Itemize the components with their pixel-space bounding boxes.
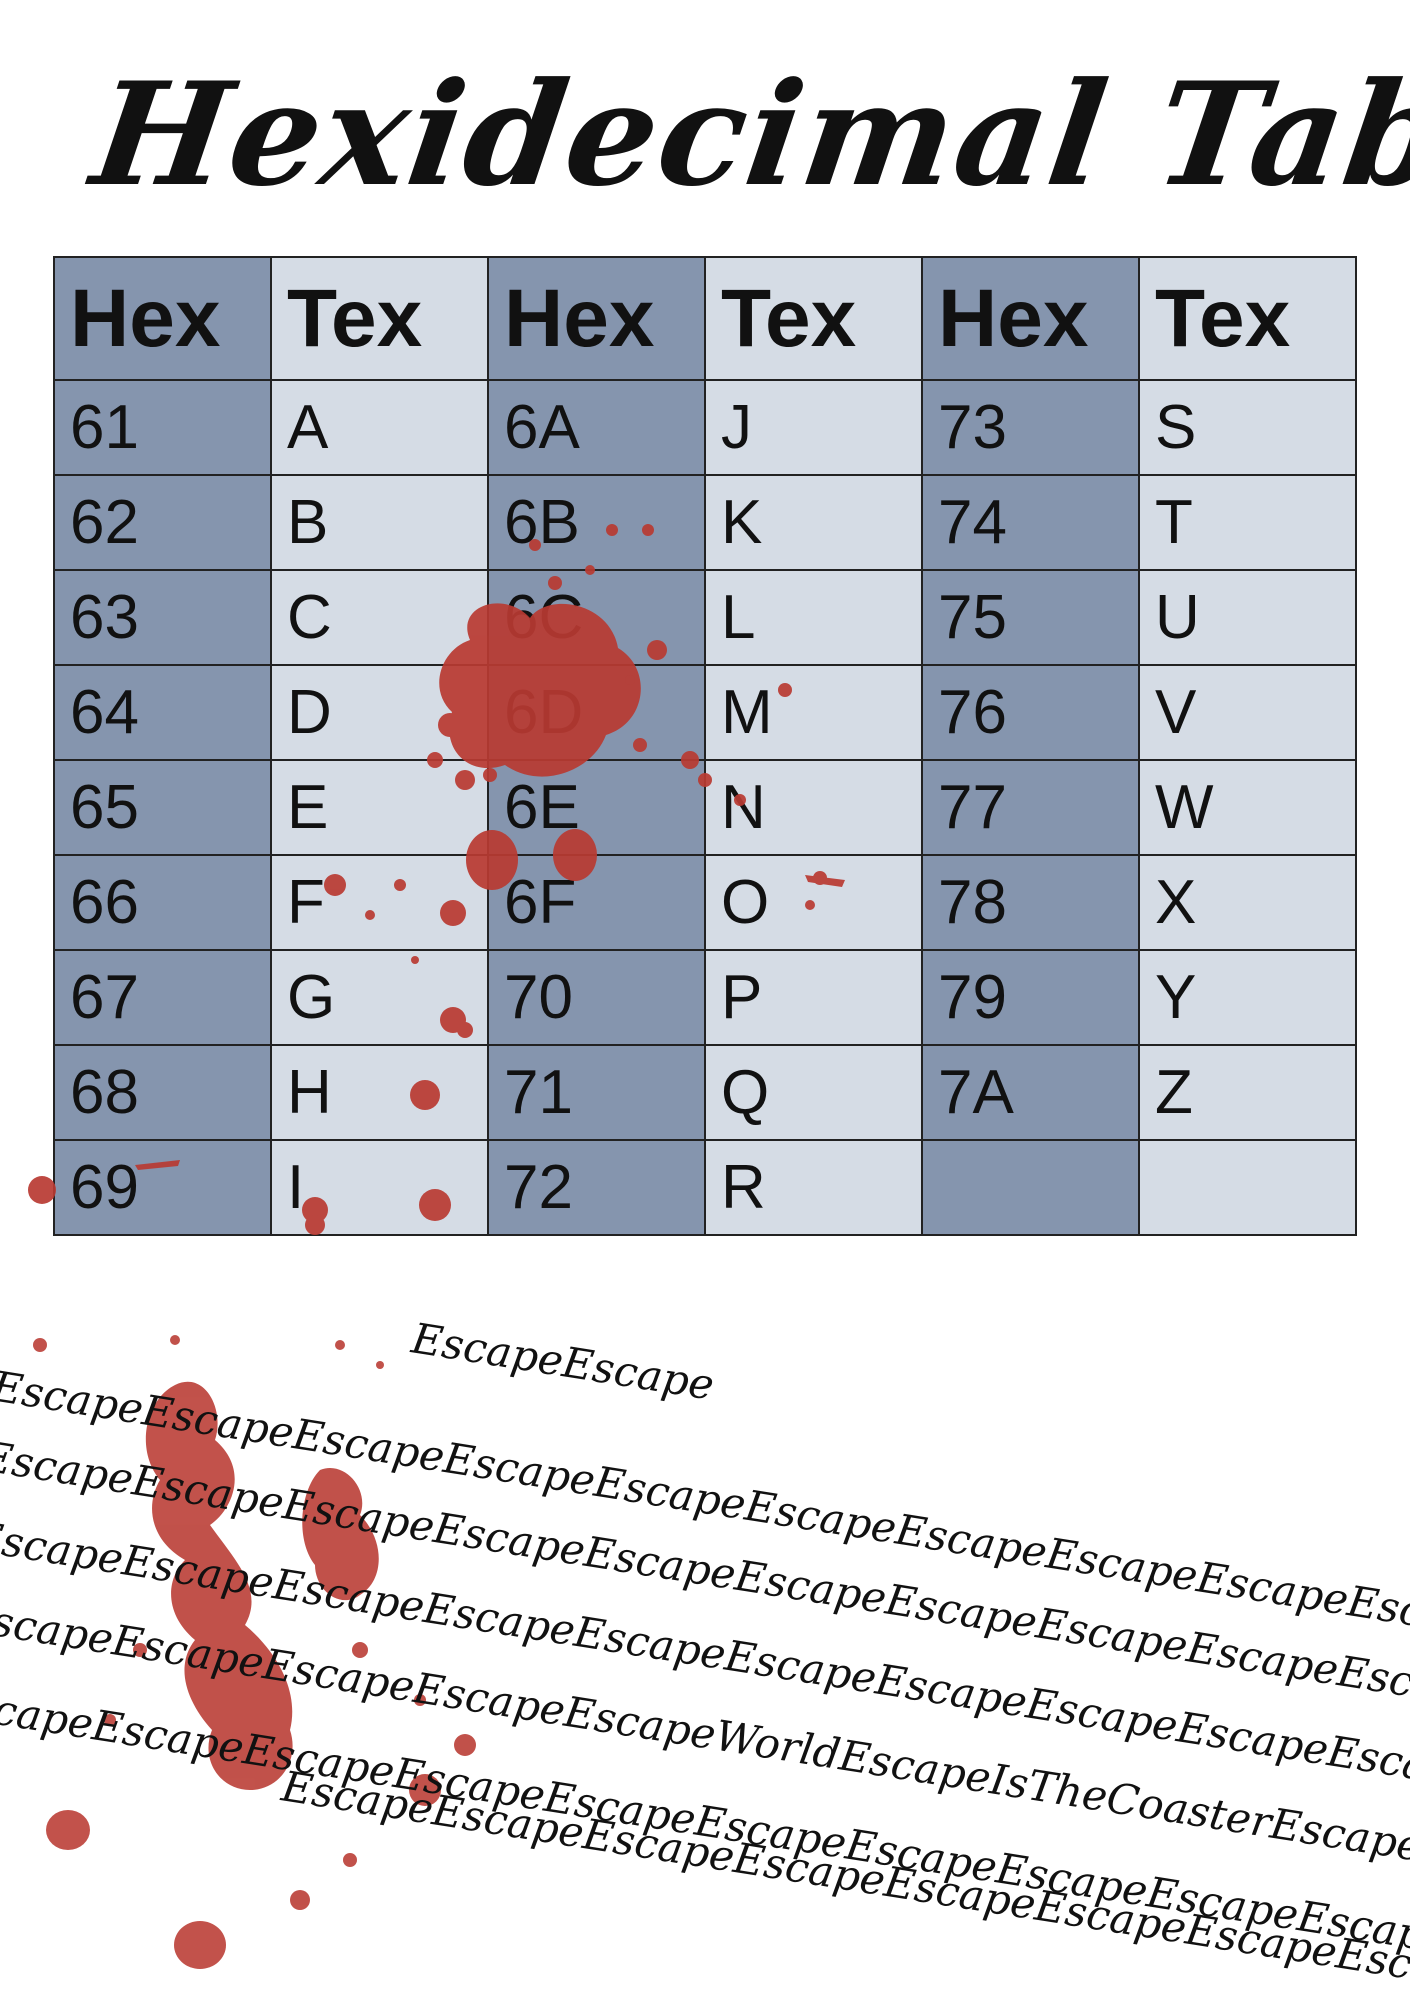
text-letter-cell: Y bbox=[1138, 949, 1357, 1046]
hex-value-cell: 74 bbox=[921, 474, 1140, 571]
text-letter-cell: A bbox=[270, 379, 489, 476]
hex-value-cell: 61 bbox=[53, 379, 272, 476]
escape-text-line: EscapeEscapeEscapeEscapeEscapeEscapeEsca… bbox=[0, 1431, 1410, 1742]
text-letter-cell: P bbox=[704, 949, 923, 1046]
text-letter-cell: D bbox=[270, 664, 489, 761]
hex-value-cell: 6E bbox=[487, 759, 706, 856]
text-letter-cell: E bbox=[270, 759, 489, 856]
header-tex-1: Tex bbox=[270, 256, 489, 381]
table-row: 61 A 6A J 73 S bbox=[53, 379, 1357, 476]
header-tex-3: Tex bbox=[1138, 256, 1357, 381]
hex-value-cell: 71 bbox=[487, 1044, 706, 1141]
text-letter-cell: J bbox=[704, 379, 923, 476]
hex-value-cell: 69 bbox=[53, 1139, 272, 1236]
hex-value-cell: 6C bbox=[487, 569, 706, 666]
escape-text-lines: EscapeEscape EscapeEscapeEscapeEscapeEsca… bbox=[0, 1313, 1410, 2000]
table-row: 64 D 6D M 76 V bbox=[53, 664, 1357, 761]
hex-value-cell: 6B bbox=[487, 474, 706, 571]
hex-value-cell: 66 bbox=[53, 854, 272, 951]
hex-value-cell bbox=[921, 1139, 1140, 1236]
text-letter-cell: W bbox=[1138, 759, 1357, 856]
text-letter-cell: F bbox=[270, 854, 489, 951]
hex-value-cell: 67 bbox=[53, 949, 272, 1046]
hex-value-cell: 79 bbox=[921, 949, 1140, 1046]
escape-text-line: EscapeEscapeEscapeEscapeEscapeEscapeEsca… bbox=[277, 1761, 1410, 2000]
text-letter-cell: B bbox=[270, 474, 489, 571]
table-row: 63 C 6C L 75 U bbox=[53, 569, 1357, 666]
hex-value-cell: 75 bbox=[921, 569, 1140, 666]
table-row: 68 H 71 Q 7A Z bbox=[53, 1044, 1357, 1141]
table-row: 62 B 6B K 74 T bbox=[53, 474, 1357, 571]
text-letter-cell: O bbox=[704, 854, 923, 951]
header-tex-2: Tex bbox=[704, 256, 923, 381]
text-letter-cell: I bbox=[270, 1139, 489, 1236]
table-row: 67 G 70 P 79 Y bbox=[53, 949, 1357, 1046]
text-letter-cell: T bbox=[1138, 474, 1357, 571]
hex-value-cell: 64 bbox=[53, 664, 272, 761]
text-letter-cell: L bbox=[704, 569, 923, 666]
page-title: Hexidecimal Table bbox=[83, 52, 1410, 218]
text-letter-cell: Z bbox=[1138, 1044, 1357, 1141]
text-letter-cell bbox=[1138, 1139, 1357, 1236]
table-header-row: Hex Tex Hex Tex Hex Tex bbox=[53, 256, 1357, 381]
hex-value-cell: 62 bbox=[53, 474, 272, 571]
hex-value-cell: 6A bbox=[487, 379, 706, 476]
hex-value-cell: 6F bbox=[487, 854, 706, 951]
hex-value-cell: 72 bbox=[487, 1139, 706, 1236]
hex-value-cell: 6D bbox=[487, 664, 706, 761]
escape-text-line: EscapeEscapeEscapeEscapeEscapeEscapeEsca… bbox=[0, 1676, 1410, 1987]
table-row: 66 F 6F O 78 X bbox=[53, 854, 1357, 951]
hex-value-cell: 7A bbox=[921, 1044, 1140, 1141]
header-hex-1: Hex bbox=[53, 256, 272, 381]
escape-text-line: EscapeEscapeEscapeEscapeEscapeEscapeEsca… bbox=[0, 1361, 1410, 1636]
hex-value-cell: 63 bbox=[53, 569, 272, 666]
hex-value-cell: 68 bbox=[53, 1044, 272, 1141]
hex-value-cell: 73 bbox=[921, 379, 1140, 476]
text-letter-cell: G bbox=[270, 949, 489, 1046]
hex-value-cell: 65 bbox=[53, 759, 272, 856]
text-letter-cell: V bbox=[1138, 664, 1357, 761]
text-letter-cell: Q bbox=[704, 1044, 923, 1141]
header-hex-3: Hex bbox=[921, 256, 1140, 381]
hex-value-cell: 76 bbox=[921, 664, 1140, 761]
table-row: 65 E 6E N 77 W bbox=[53, 759, 1357, 856]
escape-text-line: EscapeEscapeEscapeEscapeEscapeWorldEscap… bbox=[0, 1591, 1410, 1918]
table-row: 69 I 72 R bbox=[53, 1139, 1357, 1236]
text-letter-cell: X bbox=[1138, 854, 1357, 951]
text-letter-cell: K bbox=[704, 474, 923, 571]
text-letter-cell: N bbox=[704, 759, 923, 856]
text-letter-cell: R bbox=[704, 1139, 923, 1236]
hex-value-cell: 77 bbox=[921, 759, 1140, 856]
escape-text-line: EscapeEscape bbox=[407, 1313, 717, 1409]
text-letter-cell: S bbox=[1138, 379, 1357, 476]
hex-value-cell: 70 bbox=[487, 949, 706, 1046]
escape-text-line: EscapeEscapeEscapeEscapeEscapeEscapeEsca… bbox=[0, 1511, 1410, 1834]
blood-splatter-bottom bbox=[33, 1335, 476, 1969]
text-letter-cell: U bbox=[1138, 569, 1357, 666]
text-letter-cell: H bbox=[270, 1044, 489, 1141]
header-hex-2: Hex bbox=[487, 256, 706, 381]
hex-table: Hex Tex Hex Tex Hex Tex 61 A 6A J 73 S 62 B 6B K 7… bbox=[53, 256, 1357, 1236]
text-letter-cell: C bbox=[270, 569, 489, 666]
hex-value-cell: 78 bbox=[921, 854, 1140, 951]
text-letter-cell: M bbox=[704, 664, 923, 761]
